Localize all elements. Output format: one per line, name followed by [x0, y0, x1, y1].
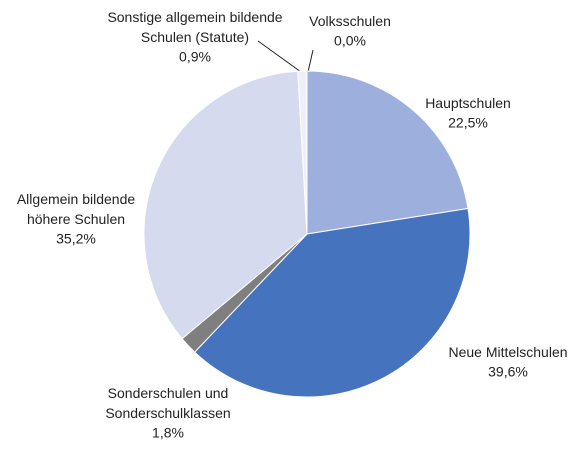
- leader-line: [257, 40, 302, 73]
- slice-label-line: Schulen (Statute): [141, 29, 249, 45]
- slice-label-line: Neue Mittelschulen: [448, 344, 567, 360]
- slice-label: Sonstige allgemein bildende Schulen (Stat…: [107, 9, 282, 45]
- pie-slice: [193, 207, 471, 398]
- slice-label: Allgemein bildende höhere Schulen: [17, 191, 136, 227]
- value-label: 1,8%: [152, 425, 184, 441]
- slice-label-line: Allgemein bildende: [17, 191, 136, 207]
- slice-label-line: Volksschulen: [309, 13, 391, 29]
- slice-label-line: Sonstige allgemein bildende: [107, 9, 282, 25]
- slice-label-line: Sonderschulen und: [108, 385, 229, 401]
- pie-slice: [143, 70, 308, 340]
- slice-label-line: Hauptschulen: [425, 95, 511, 111]
- slice-label-line: Sonderschulklassen: [105, 405, 230, 421]
- value-label: 0,0%: [334, 33, 366, 49]
- slice-label: Neue Mittelschulen: [448, 344, 567, 360]
- value-label: 39,6%: [488, 364, 528, 380]
- slice-label-line: höhere Schulen: [27, 211, 125, 227]
- value-label: 35,2%: [56, 231, 96, 247]
- slice-label: Sonderschulen und Sonderschulklassen: [105, 385, 230, 421]
- slice-label: Hauptschulen: [425, 95, 511, 111]
- pie-slice: [297, 70, 308, 235]
- value-label: 22,5%: [448, 115, 488, 131]
- leader-line: [307, 49, 314, 73]
- value-label: 0,9%: [179, 49, 211, 65]
- pie-slice: [306, 70, 469, 235]
- slice-label: Volksschulen: [309, 13, 391, 29]
